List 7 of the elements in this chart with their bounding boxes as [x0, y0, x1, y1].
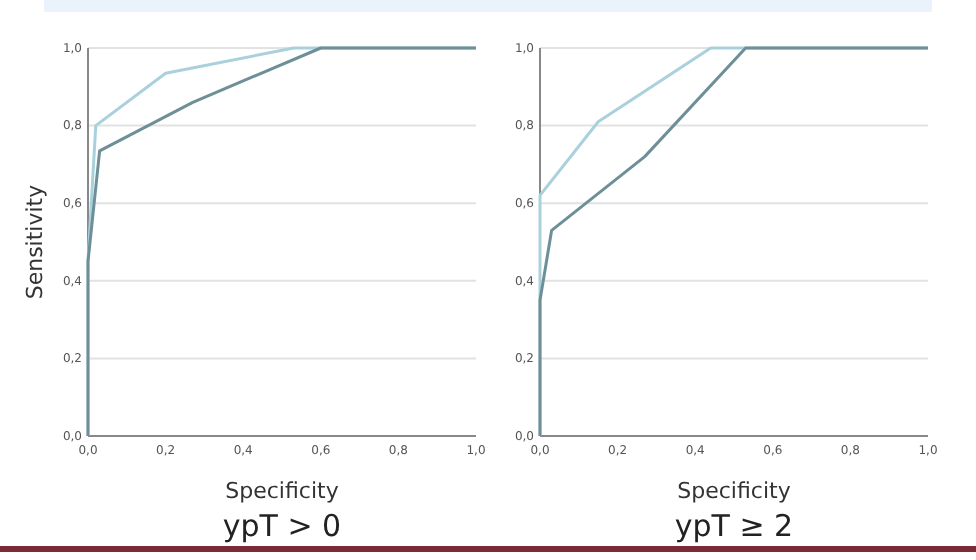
text: ypT > 0	[222, 508, 342, 544]
line-series	[538, 46, 930, 438]
y-axis-title: Sensitivity	[22, 183, 48, 300]
x-axis-title: Specificity	[677, 478, 792, 504]
line-series	[86, 46, 478, 438]
text: ypT ≥ 2	[674, 508, 794, 544]
x-axis-title: Specificity	[225, 478, 340, 504]
